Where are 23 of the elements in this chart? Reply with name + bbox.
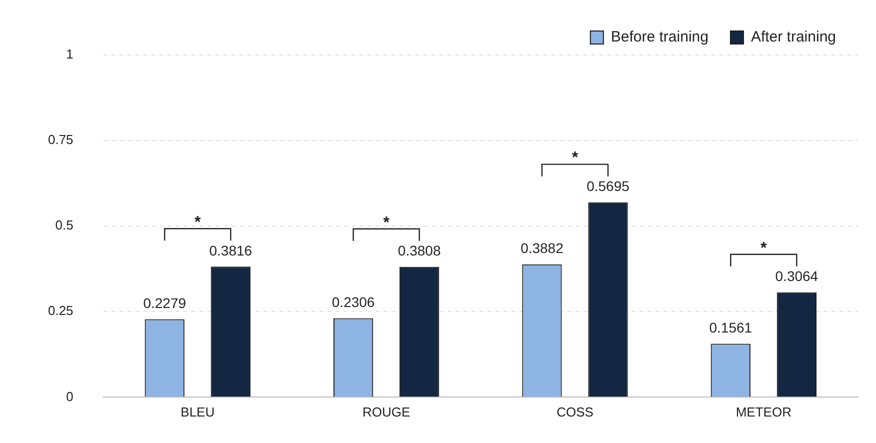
x-tick-label: COSS bbox=[556, 404, 594, 420]
annotation: * bbox=[572, 150, 579, 167]
x-tick-label: BLEU bbox=[180, 404, 215, 420]
annotation: * bbox=[194, 214, 202, 232]
annotation: * bbox=[760, 240, 768, 257]
data-label: 0.2279 bbox=[143, 295, 186, 312]
data-label: 0.3816 bbox=[209, 242, 252, 258]
data-label: 0.5695 bbox=[586, 178, 630, 194]
y-tick-label: 0.75 bbox=[48, 132, 74, 148]
data-label: 0.3882 bbox=[520, 240, 564, 256]
data-label: 0.3064 bbox=[775, 268, 818, 284]
x-tick-label: ROUGE bbox=[362, 404, 410, 420]
annotation: * bbox=[383, 214, 390, 232]
data-label: 0.2306 bbox=[332, 294, 375, 310]
legend-label: After training bbox=[750, 28, 836, 46]
legend-label: Before training bbox=[610, 28, 708, 46]
y-tick-label: 1 bbox=[66, 46, 74, 62]
y-tick-label: 0.5 bbox=[55, 218, 74, 233]
y-tick-label: 0 bbox=[66, 388, 74, 404]
data-label: 0.3808 bbox=[398, 242, 441, 259]
y-tick-label: 0.25 bbox=[48, 303, 74, 318]
data-label: 0.1561 bbox=[709, 320, 752, 336]
x-tick-label: METEOR bbox=[736, 404, 792, 420]
